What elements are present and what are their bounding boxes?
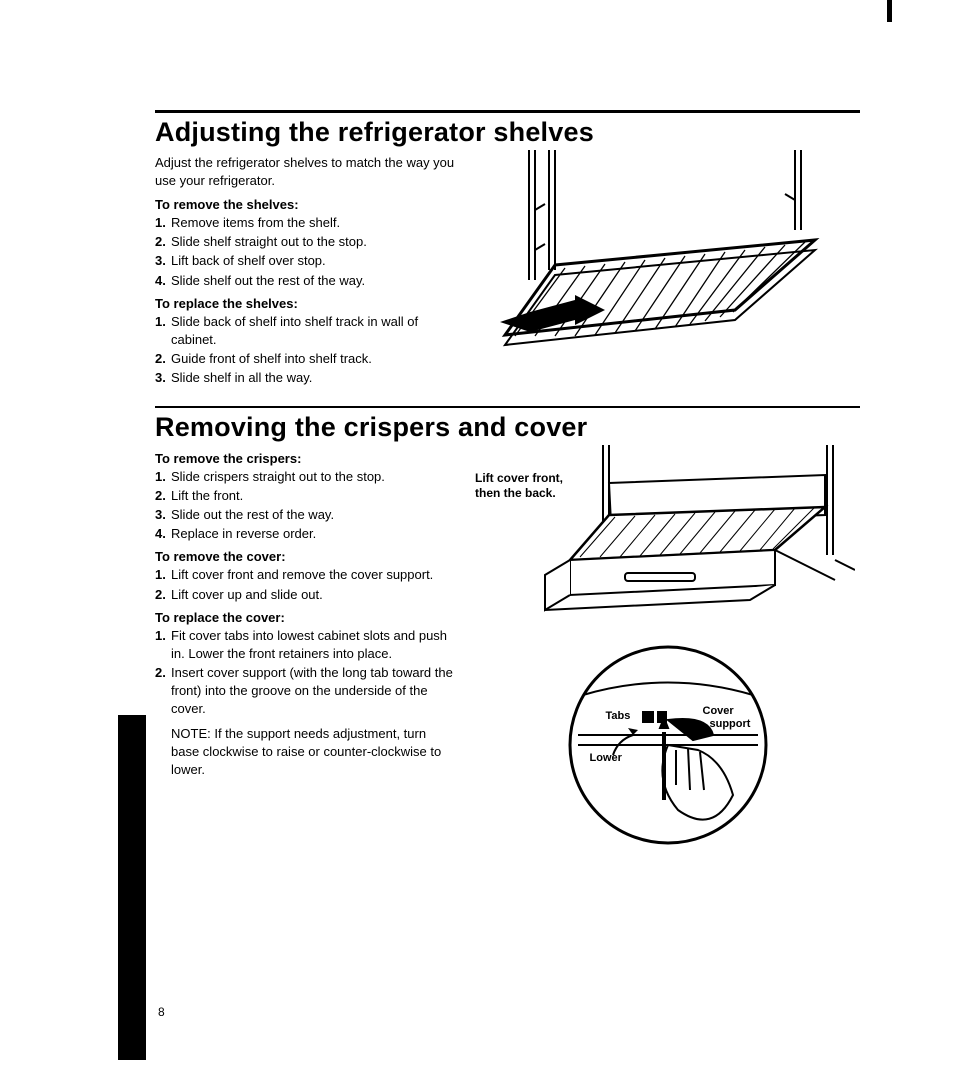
step: Slide out the rest of the way. (155, 506, 455, 524)
step: Lift cover front and remove the cover su… (155, 566, 455, 584)
step: Lift back of shelf over stop. (155, 252, 455, 270)
label-cover: Cover (703, 705, 734, 717)
subhead-remove-shelves: To remove the shelves: (155, 197, 455, 212)
label-tabs: Tabs (606, 710, 631, 722)
section2-text-column: To remove the crispers: Slide crispers s… (155, 445, 455, 850)
page-edge-mark (887, 0, 892, 22)
crisper-figure-caption: Lift cover front, then the back. (475, 471, 563, 502)
caption-line2: then the back. (475, 486, 556, 500)
section1-intro: Adjust the refrigerator shelves to match… (155, 154, 455, 189)
step: Replace in reverse order. (155, 525, 455, 543)
heading-adjusting-shelves: Adjusting the refrigerator shelves (155, 117, 860, 148)
label-lower: Lower (590, 752, 622, 764)
step: Slide shelf straight out to the stop. (155, 233, 455, 251)
page-number: 8 (158, 1005, 165, 1019)
cover-support-detail: Tabs Cover support Lower (558, 640, 778, 850)
subhead-remove-cover: To remove the cover: (155, 549, 455, 564)
step: Fit cover tabs into lowest cabinet slots… (155, 627, 455, 663)
step: Slide shelf out the rest of the way. (155, 272, 455, 290)
label-support: support (710, 718, 751, 730)
subhead-remove-crispers: To remove the crispers: (155, 451, 455, 466)
section1-figure-column (475, 150, 860, 394)
step: Insert cover support (with the long tab … (155, 664, 455, 719)
list-replace-cover: Fit cover tabs into lowest cabinet slots… (155, 627, 455, 719)
step: Remove items from the shelf. (155, 214, 455, 232)
list-remove-cover: Lift cover front and remove the cover su… (155, 566, 455, 603)
step: Slide back of shelf into shelf track in … (155, 313, 455, 349)
section1-text-column: Adjust the refrigerator shelves to match… (155, 150, 455, 394)
step: Guide front of shelf into shelf track. (155, 350, 455, 368)
rule-mid (155, 406, 860, 408)
list-remove-crispers: Slide crispers straight out to the stop.… (155, 468, 455, 544)
shelf-illustration (475, 150, 845, 350)
caption-line1: Lift cover front, (475, 471, 563, 485)
replace-cover-note: NOTE: If the support needs adjustment, t… (155, 725, 455, 780)
step: Slide crispers straight out to the stop. (155, 468, 455, 486)
list-remove-shelves: Remove items from the shelf. Slide shelf… (155, 214, 455, 290)
step: Lift the front. (155, 487, 455, 505)
page-content: Adjusting the refrigerator shelves Adjus… (155, 110, 860, 850)
list-replace-shelves: Slide back of shelf into shelf track in … (155, 313, 455, 388)
step: Lift cover up and slide out. (155, 586, 455, 604)
subhead-replace-shelves: To replace the shelves: (155, 296, 455, 311)
section2-figure-column: Lift cover front, then the back. (475, 445, 860, 850)
heading-removing-crispers: Removing the crispers and cover (155, 412, 860, 443)
subhead-replace-cover: To replace the cover: (155, 610, 455, 625)
rule-top-1 (155, 110, 860, 113)
cover-support-circle-illustration (558, 640, 778, 850)
step: Slide shelf in all the way. (155, 369, 455, 387)
binding-edge-bar (118, 715, 146, 1060)
